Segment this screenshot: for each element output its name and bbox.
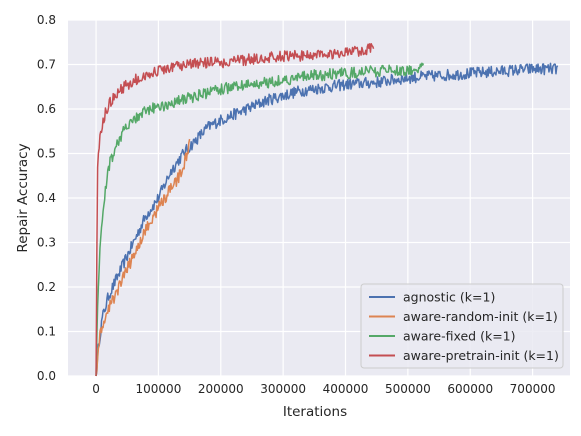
series-line	[95, 43, 375, 377]
x-tick-label: 700000	[510, 382, 556, 396]
series-group	[95, 43, 559, 377]
y-tick-label: 0.7	[37, 58, 56, 72]
legend-label: aware-pretrain-init (k=1)	[403, 348, 559, 363]
x-tick-label: 0	[92, 382, 100, 396]
y-tick-label: 0.4	[37, 191, 56, 205]
legend-label: agnostic (k=1)	[403, 290, 495, 305]
y-tick-label: 0.2	[37, 280, 56, 294]
legend-label: aware-fixed (k=1)	[403, 329, 516, 344]
series-line	[95, 138, 191, 377]
x-tick-label: 400000	[323, 382, 369, 396]
x-tick-label: 200000	[198, 382, 244, 396]
y-tick-label: 0.0	[37, 369, 56, 383]
y-tick-label: 0.6	[37, 102, 56, 116]
y-tick-label: 0.5	[37, 147, 56, 161]
legend-label: aware-random-init (k=1)	[403, 309, 558, 324]
legend-box	[360, 283, 564, 369]
y-axis-label: Repair Accuracy	[15, 143, 31, 252]
series-line	[95, 62, 559, 377]
series-line	[95, 62, 425, 377]
y-tick-labels: 0.0 0.1 0.2 0.3 0.4 0.5 0.6 0.7 0.8	[37, 13, 56, 383]
y-tick-label: 0.3	[37, 236, 56, 250]
y-tick-label: 0.8	[37, 13, 56, 27]
y-tick-label: 0.1	[37, 325, 56, 339]
x-tick-label: 600000	[447, 382, 493, 396]
x-tick-labels: 0 100000 200000 300000 400000 500000 600000 700…	[92, 382, 555, 396]
legend: agnostic (k=1) aware-random-init (k=1) awa…	[360, 283, 564, 369]
x-tick-label: 100000	[136, 382, 182, 396]
x-axis-label: Iterations	[283, 404, 347, 420]
x-tick-label: 300000	[260, 382, 306, 396]
x-tick-label: 500000	[385, 382, 431, 396]
